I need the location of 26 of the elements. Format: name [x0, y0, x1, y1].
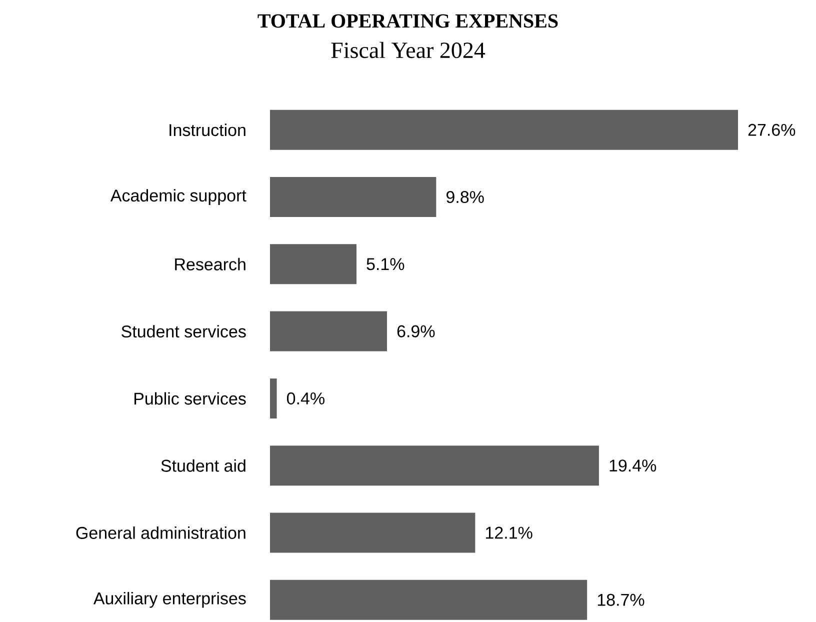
data-label: 6.9%: [397, 325, 435, 338]
chart-subtitle: Fiscal Year 2024: [331, 42, 486, 58]
y-tick-label: Instruction: [170, 124, 246, 136]
bar: [270, 378, 277, 418]
data-label: 19.4%: [610, 460, 656, 472]
data-label: 9.8%: [446, 191, 484, 204]
bar: [270, 177, 436, 218]
data-label: 12.1%: [486, 526, 532, 539]
data-label: 5.1%: [366, 258, 404, 270]
bar: [270, 580, 588, 620]
y-tick-label: Student services: [122, 325, 246, 338]
data-label: 18.7%: [598, 594, 644, 606]
data-label: 0.4%: [286, 392, 324, 404]
bar: [270, 110, 738, 150]
bar: [270, 512, 476, 553]
bar: [270, 244, 356, 284]
y-tick-label: Public services: [134, 392, 246, 405]
bar: [270, 311, 387, 352]
chart-title: TOTAL OPERATING EXPENSES: [258, 14, 558, 28]
y-tick-label: Academic support: [110, 189, 246, 205]
data-label: 27.6%: [748, 124, 796, 136]
y-tick-label: Research: [175, 258, 246, 270]
y-tick-label: General administration: [76, 526, 246, 539]
bar: [270, 446, 599, 486]
y-tick-label: Student aid: [161, 459, 246, 472]
y-tick-label: Auxiliary enterprises: [93, 592, 246, 608]
